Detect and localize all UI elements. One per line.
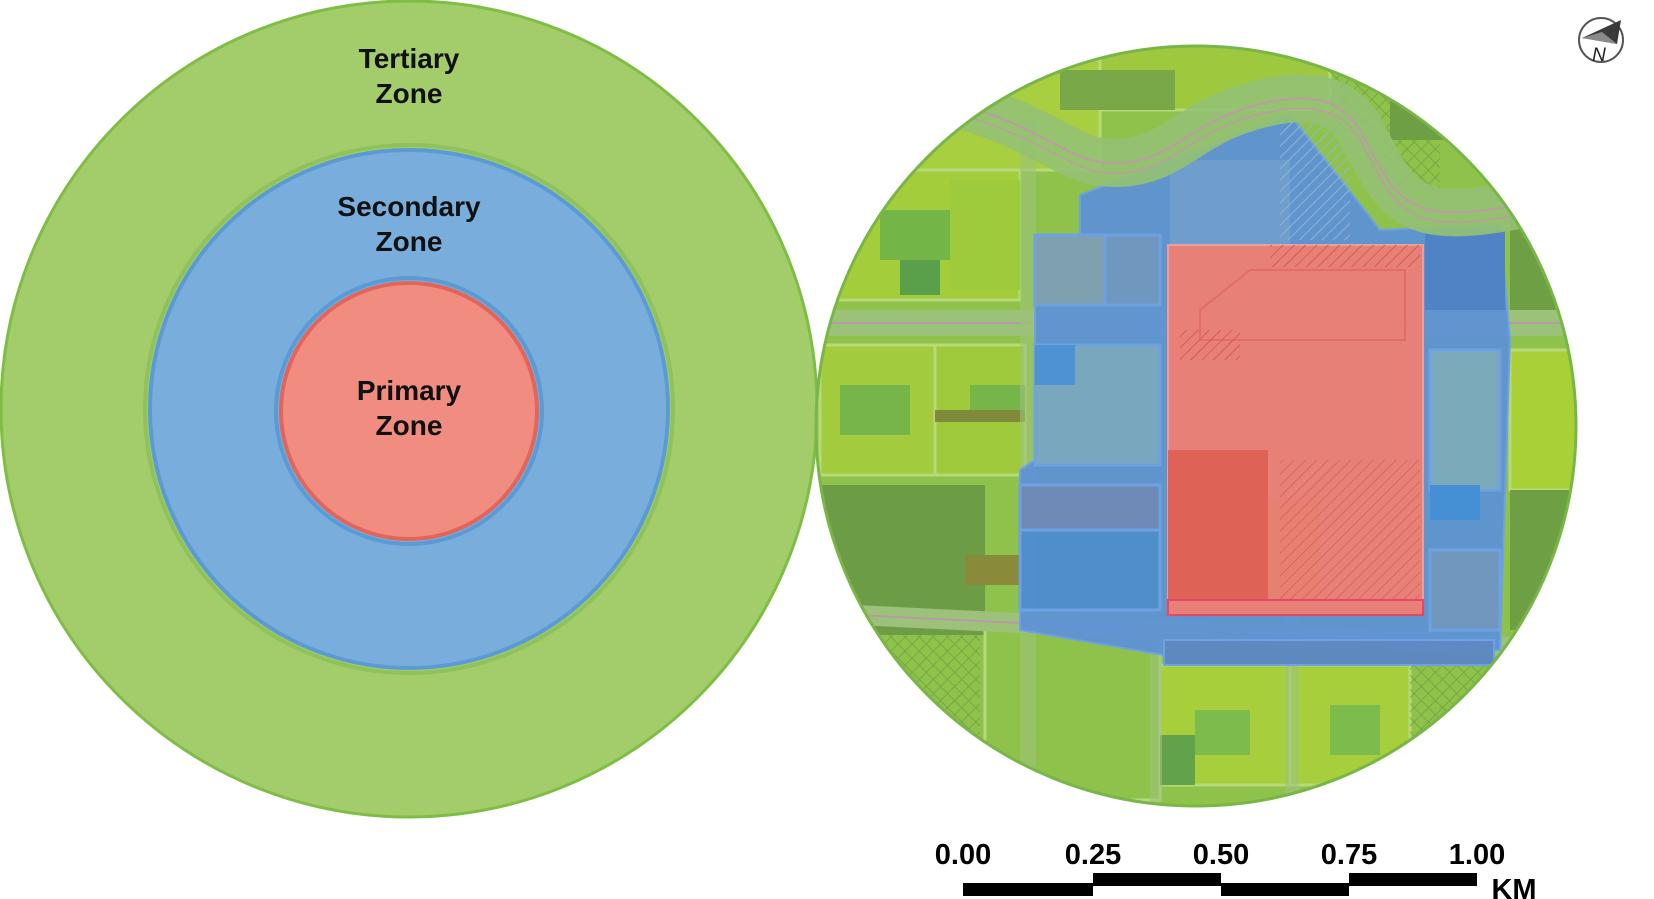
primary-parcel-hatched xyxy=(1180,330,1240,360)
road-north-south xyxy=(1150,620,1162,806)
parcel xyxy=(1458,58,1576,142)
parcel xyxy=(1060,70,1175,110)
parcel xyxy=(935,410,1025,422)
primary-parcel-hatched xyxy=(1280,460,1420,600)
parcel xyxy=(880,210,950,260)
parcel xyxy=(965,555,1020,585)
scale-segment-1 xyxy=(963,883,1093,896)
land-use-map: N 0.00 0.25 0.50 0.75 1.00 KM xyxy=(814,17,1624,899)
secondary-parcel xyxy=(1018,528,1162,612)
parcel xyxy=(1330,705,1380,755)
secondary-zone-outer-edge xyxy=(143,143,675,675)
highway-centerline xyxy=(959,97,1576,214)
parcel-hatched xyxy=(1410,665,1500,765)
parcel xyxy=(970,385,1025,410)
secondary-parcel xyxy=(1035,345,1075,385)
secondary-parcel xyxy=(1430,485,1480,520)
north-label: N xyxy=(1592,45,1606,66)
primary-zone-label-line1: Primary xyxy=(357,375,462,406)
secondary-zone-label-line2: Zone xyxy=(376,226,443,257)
secondary-parcel xyxy=(1428,348,1502,492)
parcel xyxy=(900,260,940,295)
primary-zone-label-line2: Zone xyxy=(376,410,443,441)
tertiary-zone-label-line1: Tertiary xyxy=(359,43,460,74)
secondary-parcel xyxy=(1428,548,1502,632)
zone-diagram: Tertiary Zone Secondary Zone Primary Zon… xyxy=(0,0,819,819)
parcel xyxy=(1160,735,1195,785)
tertiary-zone-label-line2: Zone xyxy=(376,78,443,109)
parcel xyxy=(1575,355,1576,400)
map-boundary xyxy=(814,44,1578,808)
scale-unit: KM xyxy=(1491,874,1536,899)
primary-parcel xyxy=(1168,450,1268,600)
scale-tick-3: 0.75 xyxy=(1321,839,1377,871)
scale-tick-4: 1.00 xyxy=(1449,839,1505,871)
secondary-parcel xyxy=(1103,233,1162,307)
road-north-south xyxy=(1020,120,1036,806)
parcel xyxy=(983,628,1162,802)
secondary-zone-label-line1: Secondary xyxy=(337,191,481,222)
scale-segment-3 xyxy=(1221,883,1349,896)
secondary-parcel xyxy=(1033,233,1107,307)
primary-parcel-hatched xyxy=(1270,245,1420,267)
parcel xyxy=(1510,490,1576,630)
parcel-hatched xyxy=(880,625,980,735)
scale-baseline xyxy=(963,883,1477,886)
scale-segment-2 xyxy=(1093,873,1221,886)
scale-bar: 0.00 0.25 0.50 0.75 1.00 KM xyxy=(935,839,1537,899)
north-arrow-icon: N xyxy=(1578,17,1624,66)
secondary-parcel xyxy=(1018,483,1162,532)
secondary-parcel xyxy=(1170,160,1290,245)
parcel xyxy=(950,180,1020,290)
scale-segment-4 xyxy=(1349,873,1477,886)
primary-zone-outer-edge xyxy=(274,276,544,546)
secondary-parcel xyxy=(1163,639,1495,666)
parcel xyxy=(840,385,910,435)
secondary-parcel xyxy=(1425,230,1505,310)
parcel xyxy=(1195,710,1250,755)
parcel xyxy=(1510,200,1576,310)
scale-tick-1: 0.25 xyxy=(1065,839,1121,871)
scale-tick-2: 0.50 xyxy=(1193,839,1249,871)
scale-tick-0: 0.00 xyxy=(935,839,991,871)
highway-corridor xyxy=(953,74,1576,237)
primary-area xyxy=(1167,244,1424,616)
parcel xyxy=(1508,348,1576,492)
primary-zone-disc xyxy=(279,281,539,541)
primary-frontage xyxy=(1167,599,1424,616)
